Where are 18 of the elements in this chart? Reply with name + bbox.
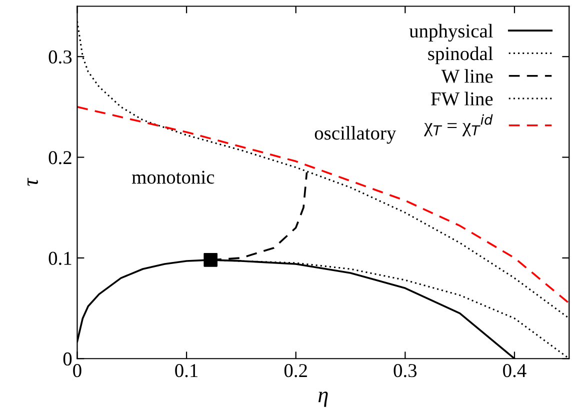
x-tick-label: 0: [73, 364, 82, 378]
y-tick-label: 0.2: [48, 151, 72, 164]
legend-label: spinodal: [428, 46, 493, 64]
x-tick-label: 0.3: [394, 364, 417, 378]
annotation: oscillatory: [314, 126, 396, 144]
x-axis-title: η: [318, 392, 328, 407]
x-tick-label: 0.2: [284, 364, 307, 378]
legend-label: W line: [441, 69, 493, 83]
legend-label: χ$_{T}$ = χ$_{T}$$^{id}$: [424, 114, 493, 136]
legend-label: unphysical: [409, 24, 493, 42]
y-axis-title: τ: [28, 178, 38, 186]
x-tick-label: 0.1: [175, 364, 198, 378]
annotation: monotonic: [132, 170, 214, 184]
y-tick-label: 0: [63, 352, 72, 366]
y-tick-label: 0.3: [48, 50, 72, 64]
legend-label: FW line: [431, 92, 493, 106]
x-tick-label: 0.4: [503, 364, 526, 378]
y-tick-label: 0.1: [48, 252, 72, 265]
